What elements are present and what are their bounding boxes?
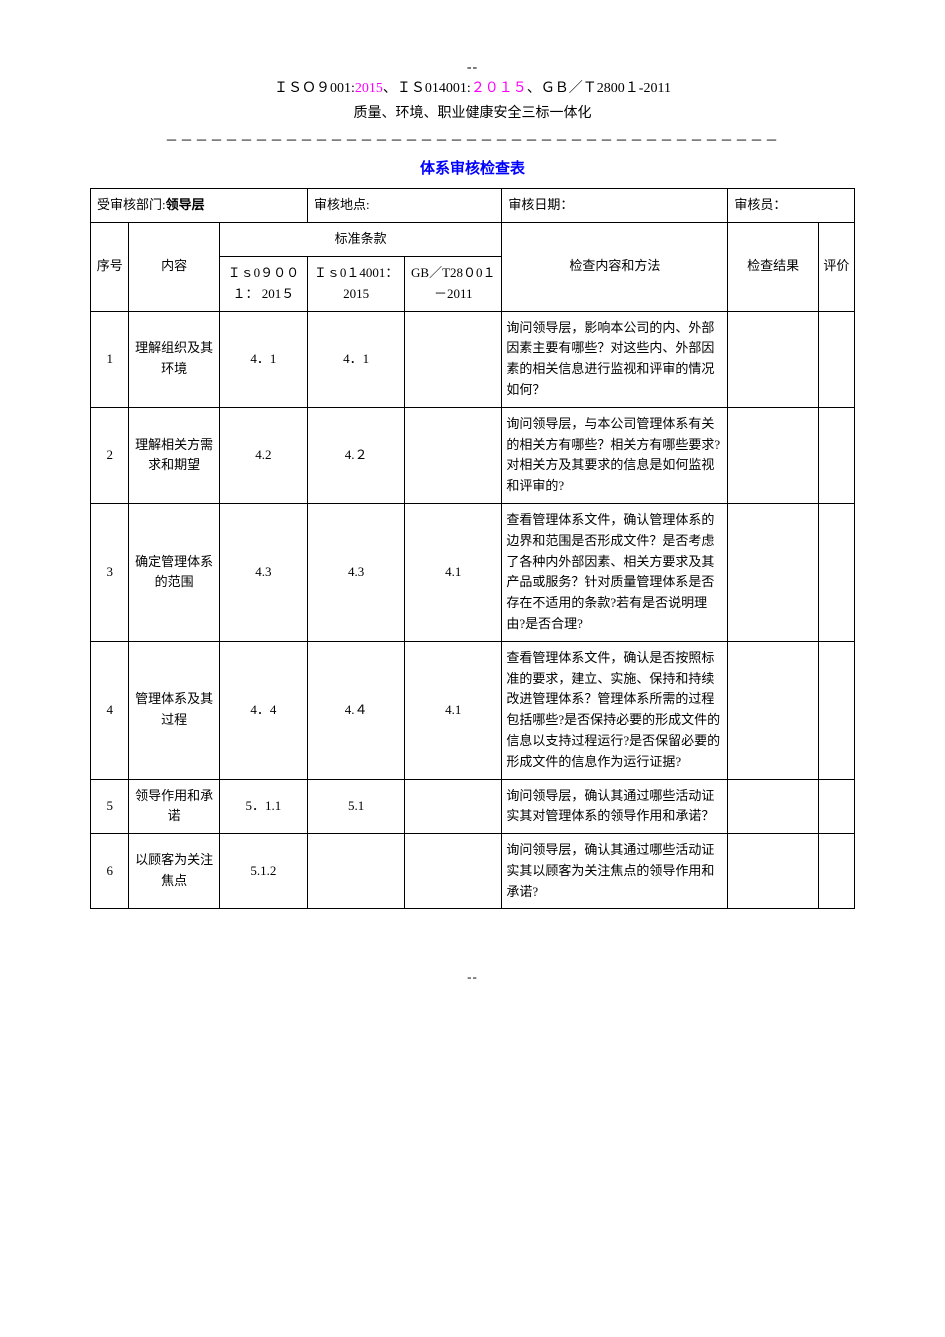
eval-cell bbox=[818, 503, 854, 641]
std1-cell: 5．1.1 bbox=[219, 779, 307, 834]
result-cell bbox=[728, 834, 818, 909]
sep1: 、 bbox=[383, 81, 397, 96]
method-cell: 询问领导层，确认其通过哪些活动证实其以顾客为关注焦点的领导作用和承诺? bbox=[502, 834, 728, 909]
date-cell: 审核日期： bbox=[502, 189, 728, 223]
col-std2-header: Ｉｓ0１4001：2015 bbox=[308, 256, 405, 311]
std1-cell: 5.1.2 bbox=[219, 834, 307, 909]
method-cell: 询问领导层，影响本公司的内、外部因素主要有哪些？对这些内、外部因素的相关信息进行… bbox=[502, 311, 728, 407]
year-2015-1: 2015 bbox=[355, 81, 383, 96]
table-row: 6 以顾客为关注焦点 5.1.2 询问领导层，确认其通过哪些活动证实其以顾客为关… bbox=[91, 834, 855, 909]
col-result-header: 检查结果 bbox=[728, 223, 818, 311]
header-divider: －－－－－－－－－－－－－－－－－－－－－－－－－－－－－－－－－－－－－－－－… bbox=[90, 130, 855, 149]
seq-cell: 2 bbox=[91, 407, 129, 503]
eval-cell bbox=[818, 834, 854, 909]
std3-cell: 4.1 bbox=[405, 503, 502, 641]
auditor-cell: 审核员： bbox=[728, 189, 855, 223]
std3-cell bbox=[405, 311, 502, 407]
location-cell: 审核地点: bbox=[308, 189, 502, 223]
table-row: 4 管理体系及其过程 4．4 4.４ 4.1 查看管理体系文件，确认是否按照标准… bbox=[91, 641, 855, 779]
seq-cell: 5 bbox=[91, 779, 129, 834]
footer-dash: -- bbox=[90, 969, 855, 985]
std2-cell: 4.４ bbox=[308, 641, 405, 779]
iso9001-text: ＩＳＯ９001: bbox=[274, 81, 355, 96]
std3-cell bbox=[405, 407, 502, 503]
result-cell bbox=[728, 779, 818, 834]
gbt-text: ＧＢ／Ｔ2800１-2011 bbox=[541, 81, 671, 96]
header-row-1: 序号 内容 标准条款 检查内容和方法 检查结果 评价 bbox=[91, 223, 855, 257]
table-row: 1 理解组织及其环境 4．1 4．1 询问领导层，影响本公司的内、外部因素主要有… bbox=[91, 311, 855, 407]
col-content-header: 内容 bbox=[129, 223, 219, 311]
method-cell: 查看管理体系文件，确认是否按照标准的要求，建立、实施、保持和持续改进管理体系？管… bbox=[502, 641, 728, 779]
dept-cell: 受审核部门:领导层 bbox=[91, 189, 308, 223]
seq-cell: 1 bbox=[91, 311, 129, 407]
content-cell: 确定管理体系的范围 bbox=[129, 503, 219, 641]
seq-cell: 6 bbox=[91, 834, 129, 909]
info-row: 受审核部门:领导层 审核地点: 审核日期： 审核员： bbox=[91, 189, 855, 223]
col-seq-header: 序号 bbox=[91, 223, 129, 311]
col-method-header: 检查内容和方法 bbox=[502, 223, 728, 311]
document-title: 体系审核检查表 bbox=[90, 157, 855, 178]
col-std3-header: GB／T28０0１－2011 bbox=[405, 256, 502, 311]
eval-cell bbox=[818, 311, 854, 407]
dept-label: 受审核部门: bbox=[97, 197, 166, 212]
std3-cell bbox=[405, 779, 502, 834]
std1-cell: 4.2 bbox=[219, 407, 307, 503]
content-cell: 以顾客为关注焦点 bbox=[129, 834, 219, 909]
method-cell: 询问领导层，确认其通过哪些活动证实其对管理体系的领导作用和承诺？ bbox=[502, 779, 728, 834]
std1-cell: 4．1 bbox=[219, 311, 307, 407]
date-label: 审核日期： bbox=[508, 197, 573, 212]
eval-cell bbox=[818, 407, 854, 503]
seq-cell: 3 bbox=[91, 503, 129, 641]
iso14001-text: ＩＳ014001: bbox=[397, 81, 471, 96]
eval-cell bbox=[818, 779, 854, 834]
content-cell: 管理体系及其过程 bbox=[129, 641, 219, 779]
content-cell: 理解相关方需求和期望 bbox=[129, 407, 219, 503]
col-std1-header: Ｉｓ0９００１： 201５ bbox=[219, 256, 307, 311]
header-subtitle: 质量、环境、职业健康安全三标一体化 bbox=[90, 101, 855, 126]
eval-cell bbox=[818, 641, 854, 779]
result-cell bbox=[728, 407, 818, 503]
auditor-label: 审核员： bbox=[734, 197, 786, 212]
std2-cell: 4.3 bbox=[308, 503, 405, 641]
audit-table: 受审核部门:领导层 审核地点: 审核日期： 审核员： 序号 内容 标准条款 检查… bbox=[90, 188, 855, 909]
header-standards-line: ＩＳＯ９001:2015、ＩＳ014001:２０１５、ＧＢ／Ｔ2800１-201… bbox=[90, 76, 855, 101]
result-cell bbox=[728, 503, 818, 641]
method-cell: 询问领导层，与本公司管理体系有关的相关方有哪些？相关方有哪些要求?对相关方及其要… bbox=[502, 407, 728, 503]
location-label: 审核地点: bbox=[314, 197, 370, 212]
result-cell bbox=[728, 311, 818, 407]
content-cell: 理解组织及其环境 bbox=[129, 311, 219, 407]
col-eval-header: 评价 bbox=[818, 223, 854, 311]
method-cell: 查看管理体系文件，确认管理体系的边界和范围是否形成文件？是否考虑了各种内外部因素… bbox=[502, 503, 728, 641]
seq-cell: 4 bbox=[91, 641, 129, 779]
std1-cell: 4．4 bbox=[219, 641, 307, 779]
year-2015-2: ２０１５ bbox=[471, 81, 527, 96]
std2-cell bbox=[308, 834, 405, 909]
table-row: 2 理解相关方需求和期望 4.2 4.２ 询问领导层，与本公司管理体系有关的相关… bbox=[91, 407, 855, 503]
std1-cell: 4.3 bbox=[219, 503, 307, 641]
table-row: 3 确定管理体系的范围 4.3 4.3 4.1 查看管理体系文件，确认管理体系的… bbox=[91, 503, 855, 641]
dept-value: 领导层 bbox=[166, 197, 205, 212]
result-cell bbox=[728, 641, 818, 779]
std2-cell: 5.1 bbox=[308, 779, 405, 834]
std2-cell: 4．1 bbox=[308, 311, 405, 407]
std3-cell: 4.1 bbox=[405, 641, 502, 779]
table-row: 5 领导作用和承诺 5．1.1 5.1 询问领导层，确认其通过哪些活动证实其对管… bbox=[91, 779, 855, 834]
col-std-header: 标准条款 bbox=[219, 223, 502, 257]
std2-cell: 4.２ bbox=[308, 407, 405, 503]
sep2: 、 bbox=[527, 81, 541, 96]
header-top-dash: -- bbox=[90, 60, 855, 76]
std3-cell bbox=[405, 834, 502, 909]
content-cell: 领导作用和承诺 bbox=[129, 779, 219, 834]
